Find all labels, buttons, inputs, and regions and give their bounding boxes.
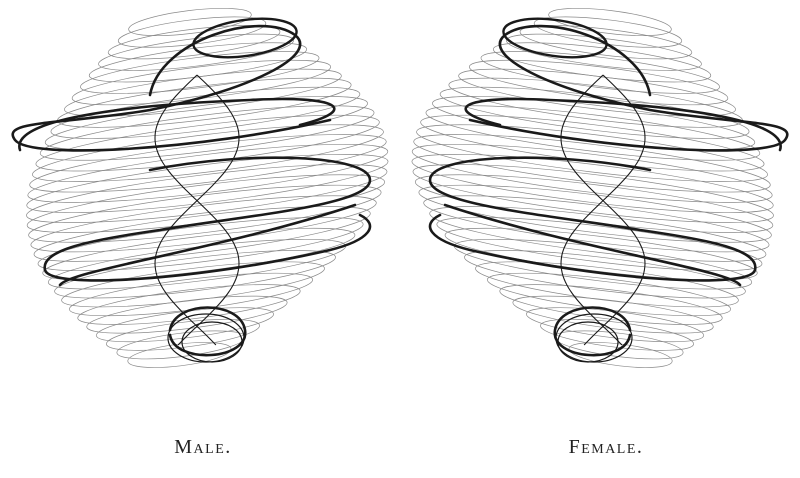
fine-coil-loop xyxy=(54,250,336,299)
helix-strand-b xyxy=(560,74,646,346)
bold-coil-band xyxy=(464,97,782,152)
fine-coil-loop xyxy=(413,134,771,193)
fine-coil-loop xyxy=(106,318,260,351)
male-coil-drawing xyxy=(11,7,389,368)
bold-coil-band xyxy=(11,24,332,152)
fine-coil-loop xyxy=(458,68,736,117)
fine-coil-loop xyxy=(519,25,693,60)
fine-coil-loop xyxy=(77,284,301,325)
top-loop xyxy=(502,17,608,59)
fine-coil-loop xyxy=(439,86,750,139)
fine-coil-loop xyxy=(499,284,723,325)
fine-coil-loop xyxy=(436,216,763,272)
female-coil-drawing xyxy=(411,7,789,368)
helix-strand-b xyxy=(154,74,240,346)
bold-coil-band xyxy=(18,97,336,152)
fine-coil-loop xyxy=(50,86,361,139)
fine-coil-loop xyxy=(568,342,673,368)
helix-strand-a xyxy=(560,74,646,346)
coil-group xyxy=(11,7,389,368)
top-loop xyxy=(192,17,298,59)
fine-coil-loop xyxy=(107,25,281,60)
bold-coil-band xyxy=(553,306,632,357)
male-coil-figure xyxy=(0,0,400,400)
fine-coil-loop xyxy=(480,51,720,94)
fine-coil-loop xyxy=(71,59,331,106)
fine-coil-loop xyxy=(429,206,767,262)
fine-coil-loop xyxy=(411,143,773,203)
bold-coil-band xyxy=(58,203,357,287)
fine-coil-loop xyxy=(80,51,320,94)
fine-coil-loop xyxy=(32,124,384,182)
fine-coil-loop xyxy=(127,342,232,368)
fine-coil-loop xyxy=(37,216,364,272)
male-caption: Male. xyxy=(174,436,232,458)
female-coil-figure xyxy=(400,0,800,400)
bold-coil-band xyxy=(443,203,742,287)
fine-coil-loop xyxy=(425,105,761,161)
bold-coil-band xyxy=(168,306,247,357)
bold-coil-band xyxy=(43,156,372,282)
fine-coil-loop xyxy=(27,143,389,203)
fine-coil-loop xyxy=(128,7,252,37)
fine-coil-loop xyxy=(64,68,342,117)
fine-coil-loop xyxy=(42,227,356,281)
fine-coil-loop xyxy=(464,250,746,299)
fine-coil-loop xyxy=(88,42,308,83)
bold-coil-band xyxy=(428,156,757,282)
fine-coil-loop xyxy=(61,261,325,308)
fine-coil-loop xyxy=(26,153,389,213)
fine-coil-loop xyxy=(548,7,672,37)
fine-coil-loop xyxy=(29,134,387,193)
fine-coil-loop xyxy=(512,295,714,334)
fine-coil-loop xyxy=(469,59,729,106)
female-caption: Female. xyxy=(568,436,644,458)
fine-coil-loop xyxy=(492,42,712,83)
fine-coil-loop xyxy=(86,295,288,334)
bold-coil-band xyxy=(468,24,789,152)
fine-coil-loop xyxy=(39,105,375,161)
fine-coil-loop xyxy=(416,124,768,182)
fine-coil-loop xyxy=(475,261,739,308)
coil-group xyxy=(411,7,789,368)
helix-strand-a xyxy=(154,74,240,346)
fine-coil-loop xyxy=(444,227,758,281)
fine-coil-loop xyxy=(540,318,694,351)
fine-coil-loop xyxy=(411,153,774,213)
fine-coil-loop xyxy=(33,206,371,262)
